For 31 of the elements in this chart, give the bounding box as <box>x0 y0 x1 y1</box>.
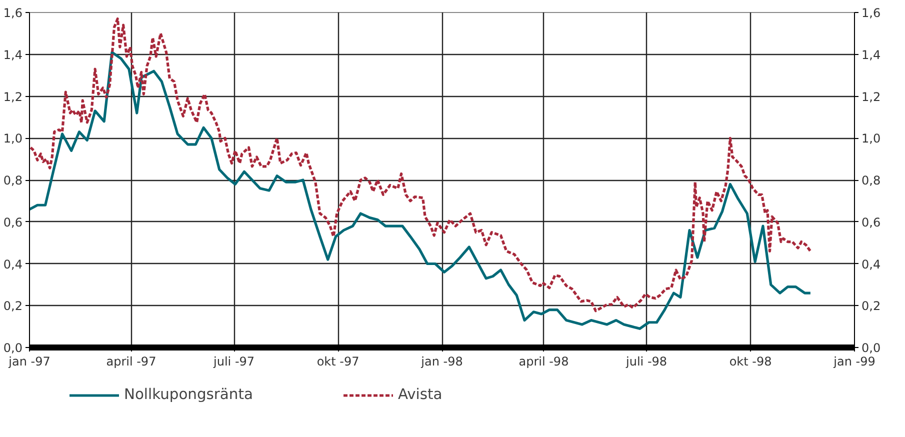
x-tick-label: jan -97 <box>8 354 50 368</box>
y-tick-label: 1,2 <box>3 90 23 104</box>
y2-tick-label: 1,4 <box>862 48 881 62</box>
y-tick-label: 0,8 <box>3 174 23 188</box>
y-tick-label: 1,4 <box>3 48 23 62</box>
x-tick-label: juli -97 <box>212 354 255 368</box>
x-tick-label: juli -98 <box>625 354 668 368</box>
y2-tick-label: 0,2 <box>862 299 881 314</box>
y-tick-label: 1,6 <box>3 6 23 20</box>
y2-tick-label: 0,6 <box>862 215 881 230</box>
y-tick-label: 0,6 <box>3 215 23 230</box>
y2-tick-label: 1,0 <box>862 132 881 146</box>
legend-label: Avista <box>398 386 442 403</box>
y2-tick-label: 0,0 <box>862 341 881 355</box>
x-tick-label: april -98 <box>518 354 569 368</box>
y-tick-label: 0,4 <box>3 257 23 272</box>
y2-tick-label: 0,4 <box>862 257 881 272</box>
x-tick-label: okt -98 <box>729 354 772 368</box>
y2-tick-label: 1,2 <box>862 90 881 104</box>
x-tick-label: jan -99 <box>832 354 876 368</box>
x-tick-label: okt -97 <box>316 354 360 368</box>
legend-label: Nollkupongsränta <box>124 386 253 403</box>
y2-tick-label: 1,6 <box>862 6 881 20</box>
x-tick-label: jan -98 <box>420 354 463 368</box>
line-series <box>30 17 812 312</box>
y-tick-label: 0,2 <box>3 299 23 314</box>
line-series <box>30 50 812 330</box>
y-tick-label: 1,0 <box>3 132 23 146</box>
y-tick-label: 0,0 <box>3 341 23 355</box>
y2-tick-label: 0,8 <box>862 174 881 188</box>
x-tick-label: april -97 <box>106 354 156 368</box>
